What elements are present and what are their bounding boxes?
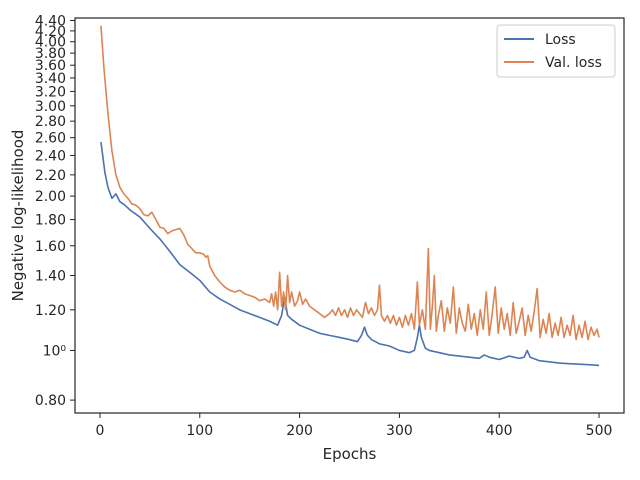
y-tick-label: 2.80	[35, 114, 66, 130]
y-axis-label: Negative log-likelihood	[9, 130, 27, 302]
x-axis: 0 100 200 300 400 500	[95, 413, 612, 439]
y-tick-label: 1.20	[35, 303, 66, 319]
x-tick-label: 100	[186, 423, 213, 439]
series-line-loss	[100, 141, 600, 367]
y-tick-label: 4.40	[35, 14, 66, 30]
y-tick-label: 2.40	[35, 148, 66, 164]
y-tick-label: 10⁰	[43, 343, 67, 359]
x-tick-label: 400	[486, 423, 513, 439]
y-tick-label: 3.20	[35, 84, 66, 100]
legend: Loss Val. loss	[496, 24, 616, 78]
y-tick-label: 0.80	[35, 393, 66, 409]
axes-frame	[74, 17, 625, 414]
legend-label-loss: Loss	[545, 32, 576, 48]
legend-label-val-loss: Val. loss	[545, 55, 602, 71]
x-tick-label: 300	[386, 423, 413, 439]
y-tick-label: 2.00	[35, 189, 66, 205]
y-tick-label: 4.00	[35, 35, 66, 51]
x-tick-label: 200	[286, 423, 313, 439]
y-tick-label: 4.20	[35, 24, 66, 40]
y-tick-label: 1.60	[35, 239, 66, 255]
y-tick-label: 3.40	[35, 71, 66, 87]
x-tick-label: 0	[95, 423, 104, 439]
y-axis: 0.80 10⁰ 1.20 1.40 1.60 1.80 2.00 2.20 2.402.602…	[35, 14, 75, 409]
y-tick-label: 1.80	[35, 213, 66, 229]
y-tick-label: 3.60	[35, 58, 66, 74]
x-axis-label: Epochs	[323, 445, 377, 463]
y-tick-label: 3.80	[35, 46, 66, 62]
y-tick-label: 1.40	[35, 269, 66, 285]
x-tick-label: 500	[586, 423, 613, 439]
y-tick-label: 2.60	[35, 131, 66, 147]
series-line-val-loss	[100, 25, 600, 341]
y-tick-label: 3.00	[35, 99, 66, 115]
y-tick-label: 2.20	[35, 168, 66, 184]
plot-area	[100, 25, 600, 367]
